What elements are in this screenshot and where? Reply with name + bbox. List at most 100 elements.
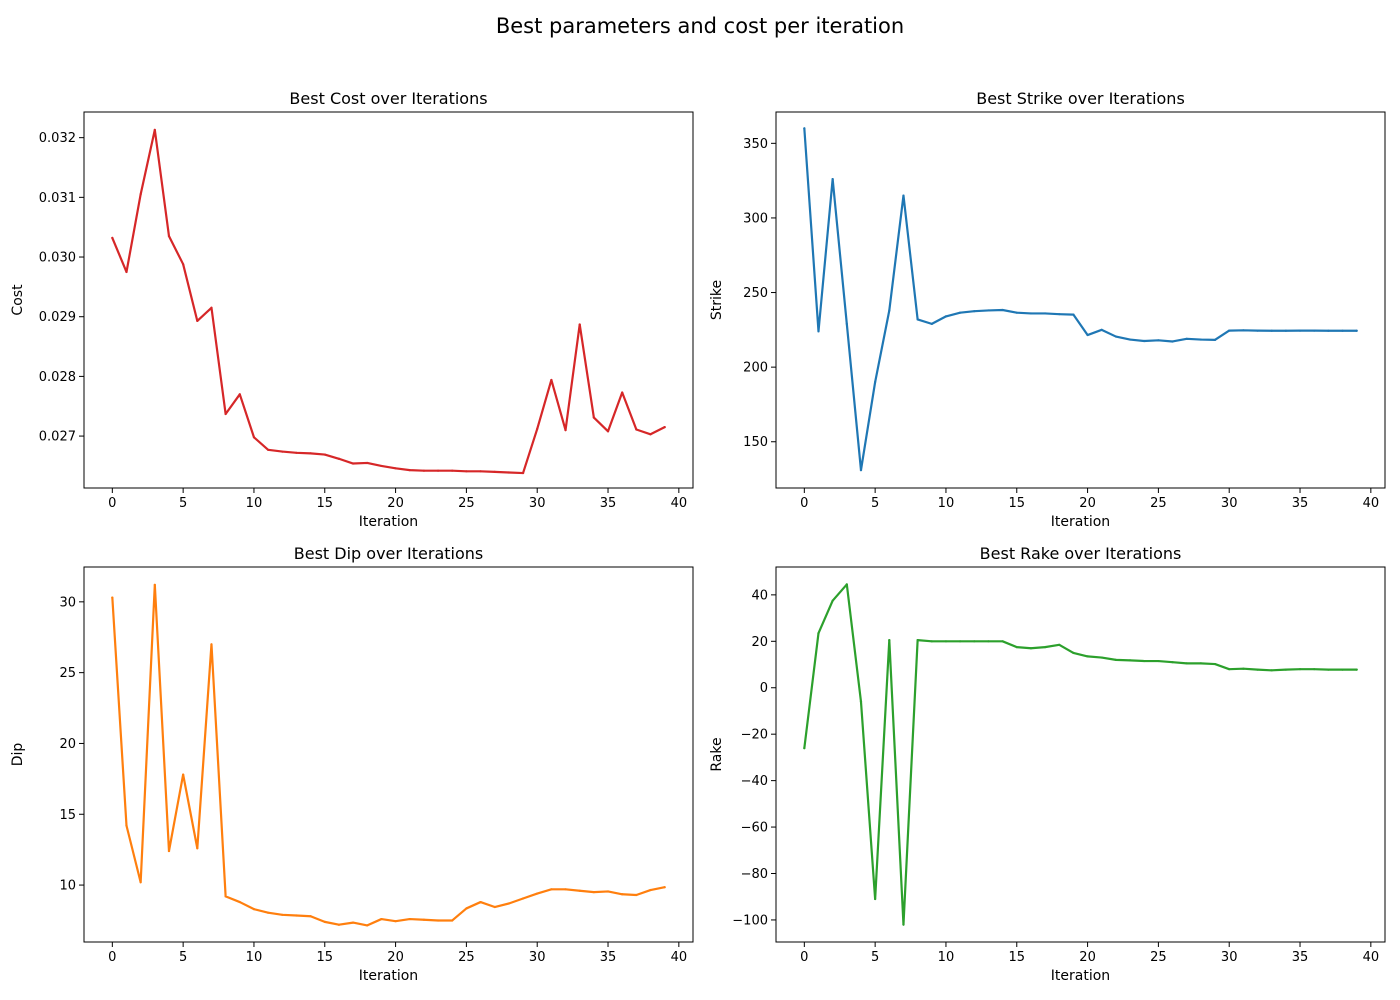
dip-data-point <box>252 908 256 911</box>
cost-subplot: 0 5 10 15 20 25 30 35 40 0.027 0.028 0.029 0.030 0.03… <box>10 89 694 530</box>
dip-data-point <box>238 900 241 904</box>
rake-x-tick-label: 20 <box>1079 950 1096 965</box>
cost-data-point <box>479 470 482 473</box>
cost-x-tick-label: 20 <box>387 496 404 511</box>
dip-data-point <box>394 920 397 923</box>
cost-data-point <box>366 461 369 465</box>
cost-data-point <box>210 306 213 309</box>
rake-data-point <box>930 640 933 643</box>
cost-data-point <box>422 469 426 472</box>
dip-data-point <box>153 583 156 586</box>
rake-data-point <box>1015 646 1018 649</box>
rake-y-tick-label: 0 <box>760 681 768 696</box>
rake-data-point <box>987 640 990 643</box>
cost-data-point <box>224 412 227 416</box>
strike-data-point <box>845 322 848 325</box>
rake-data-point <box>874 897 877 901</box>
cost-series-line <box>111 128 666 475</box>
dip-x-tick-label: 25 <box>458 950 475 965</box>
dip-data-point <box>436 919 440 922</box>
cost-data-point <box>125 270 128 274</box>
strike-data-point <box>944 315 948 318</box>
dip-y-axis-label: Dip <box>10 743 26 767</box>
dip-data-point <box>422 918 426 921</box>
dip-x-tick-label: 0 <box>108 950 116 965</box>
rake-data-point <box>1185 662 1188 665</box>
dip-y-tick-label: 20 <box>59 737 76 752</box>
strike-y-tick-label: 250 <box>743 286 768 301</box>
dip-data-point <box>493 905 496 909</box>
rake-data-point <box>845 583 848 586</box>
strike-data-point <box>902 194 905 197</box>
strike-data-point <box>1355 329 1358 332</box>
rake-axes-frame <box>775 566 1386 943</box>
strike-x-tick-label: 10 <box>938 496 955 511</box>
strike-data-point <box>1058 313 1061 316</box>
dip-series-line <box>111 583 666 927</box>
rake-data-point <box>1242 667 1245 670</box>
strike-x-tick-label: 30 <box>1221 496 1238 511</box>
strike-data-point <box>1114 335 1118 338</box>
dip-y-tick-label: 25 <box>59 666 76 681</box>
dip-data-point <box>521 897 525 900</box>
rake-data-point <box>1143 659 1146 663</box>
rake-x-tick-label: 15 <box>1008 950 1025 965</box>
dip-y-tick-label: 10 <box>59 879 76 894</box>
cost-data-point <box>281 450 284 453</box>
strike-data-point <box>1298 329 1302 332</box>
cost-x-tick-label: 35 <box>600 496 617 511</box>
strike-y-tick-label: 300 <box>743 211 768 226</box>
strike-data-point <box>1143 339 1146 343</box>
rake-data-point <box>1298 668 1302 671</box>
dip-x-tick-label: 5 <box>179 950 187 965</box>
rake-y-tick-label: −20 <box>741 728 768 743</box>
cost-data-point <box>196 319 199 322</box>
cost-data-point <box>621 391 624 394</box>
rake-series-line <box>803 583 1358 926</box>
rake-data-point <box>1341 668 1344 671</box>
strike-data-point <box>1015 311 1018 314</box>
cost-data-point <box>663 426 666 429</box>
dip-data-point <box>167 849 171 853</box>
strike-axes-frame <box>775 111 1386 489</box>
rake-x-tick-label: 40 <box>1363 950 1380 965</box>
cost-data-point <box>182 263 185 266</box>
strike-data-point <box>959 311 962 314</box>
cost-data-point <box>111 236 114 240</box>
cost-data-point <box>649 433 652 436</box>
dip-data-point <box>281 913 284 916</box>
rake-data-point <box>973 640 976 643</box>
rake-data-point <box>817 632 820 635</box>
cost-x-tick-label: 0 <box>108 496 116 511</box>
cost-data-point <box>507 471 510 474</box>
rake-data-point <box>1001 640 1004 643</box>
cost-data-point <box>465 470 468 473</box>
dip-data-point <box>479 900 482 904</box>
cost-y-tick-label: 0.032 <box>39 131 76 146</box>
dip-data-point <box>592 891 595 894</box>
rake-data-point <box>831 599 834 602</box>
dip-data-point <box>337 923 341 926</box>
strike-data-point <box>803 127 806 130</box>
rake-plot-title: Best Rake over Iterations <box>980 544 1182 563</box>
dip-data-point <box>550 888 553 891</box>
cost-x-tick-label: 25 <box>458 496 475 511</box>
rake-data-point <box>1213 662 1217 666</box>
rake-y-tick-label: −80 <box>741 867 768 882</box>
dip-data-point <box>210 643 213 646</box>
cost-x-tick-label: 40 <box>671 496 688 511</box>
strike-data-point <box>1157 339 1160 342</box>
strike-data-point <box>1341 329 1344 332</box>
dip-data-point <box>649 888 652 892</box>
cost-data-point <box>337 457 341 460</box>
cost-data-point <box>564 429 567 432</box>
cost-data-point <box>351 462 355 465</box>
cost-y-tick-label: 0.030 <box>39 251 76 266</box>
dip-data-point <box>295 914 298 917</box>
rake-y-tick-label: 40 <box>751 588 768 603</box>
strike-data-point <box>1256 329 1259 332</box>
cost-y-tick-label: 0.028 <box>39 370 76 385</box>
rake-data-point <box>1043 646 1047 649</box>
strike-data-point <box>1043 312 1047 315</box>
